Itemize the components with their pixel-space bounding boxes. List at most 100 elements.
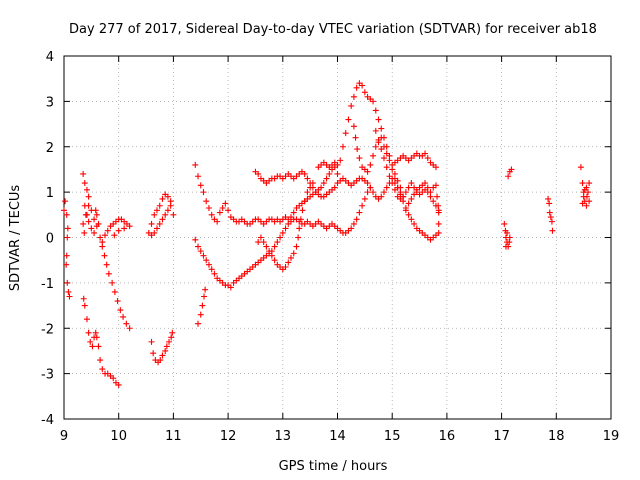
data-point — [309, 180, 316, 187]
data-point — [81, 180, 88, 187]
data-point — [168, 334, 175, 341]
data-point — [111, 232, 118, 239]
data-point — [111, 288, 118, 295]
data-point — [148, 220, 155, 227]
data-point — [195, 320, 202, 327]
data-point — [299, 207, 306, 214]
series-s15 — [334, 80, 404, 191]
data-point — [331, 184, 338, 191]
data-point — [546, 200, 553, 207]
chart-title: Day 277 of 2017, Sidereal Day-to-day VTE… — [69, 22, 597, 37]
data-point — [367, 184, 374, 191]
data-point — [579, 180, 586, 187]
data-point — [359, 202, 366, 209]
series-s16 — [350, 123, 439, 243]
data-point — [359, 82, 366, 89]
data-point — [257, 234, 264, 241]
data-point — [375, 116, 382, 123]
series-s5 — [80, 295, 122, 388]
data-point — [120, 313, 127, 320]
data-point — [405, 211, 412, 218]
data-point — [192, 161, 199, 168]
data-point — [548, 218, 555, 225]
data-point — [350, 93, 357, 100]
data-point — [101, 252, 108, 259]
y-tick-label: 2 — [46, 141, 54, 156]
data-point — [361, 195, 368, 202]
data-point — [342, 130, 349, 137]
data-point — [370, 98, 377, 105]
data-point — [367, 161, 374, 168]
data-point — [109, 279, 116, 286]
x-tick-label: 14 — [329, 429, 346, 444]
x-tick-label: 17 — [493, 429, 510, 444]
series-s11 — [195, 286, 209, 327]
data-point — [80, 220, 87, 227]
data-point — [307, 184, 314, 191]
data-point — [279, 229, 286, 236]
data-point — [435, 220, 442, 227]
y-tick-label: 0 — [46, 232, 54, 247]
series-s23 — [577, 164, 593, 209]
data-point — [271, 257, 278, 264]
data-point — [216, 209, 223, 216]
x-tick-label: 9 — [60, 429, 68, 444]
data-point — [80, 295, 87, 302]
x-tick-label: 13 — [275, 429, 292, 444]
data-point — [255, 239, 262, 246]
data-point — [64, 225, 71, 232]
data-point — [195, 243, 202, 250]
data-point — [285, 259, 292, 266]
series-s22 — [545, 195, 556, 234]
data-point — [163, 343, 170, 350]
series-s13 — [255, 180, 316, 273]
data-point — [92, 329, 99, 336]
data-point — [271, 243, 278, 250]
data-point — [506, 234, 513, 241]
data-point — [85, 218, 92, 225]
x-tick-label: 19 — [603, 429, 620, 444]
data-point — [211, 270, 218, 277]
data-point — [91, 216, 98, 223]
series-s1 — [61, 198, 73, 300]
data-point — [102, 232, 109, 239]
series-s8 — [148, 329, 176, 366]
data-point — [225, 207, 232, 214]
data-point — [162, 347, 169, 354]
data-point — [92, 207, 99, 214]
data-point — [157, 357, 164, 364]
data-point — [402, 207, 409, 214]
data-point — [378, 146, 385, 153]
series-s7 — [145, 191, 177, 239]
data-point — [266, 248, 273, 255]
data-point — [197, 182, 204, 189]
data-point — [350, 123, 357, 130]
x-tick-label: 10 — [110, 429, 127, 444]
data-point — [282, 225, 289, 232]
series-s4 — [80, 202, 102, 236]
data-point — [205, 205, 212, 212]
data-point — [586, 198, 593, 205]
series-s2 — [80, 170, 92, 200]
data-point — [166, 338, 173, 345]
data-point — [583, 202, 590, 209]
x-tick-label: 15 — [384, 429, 401, 444]
data-point — [380, 189, 387, 196]
data-point — [164, 193, 171, 200]
data-point — [288, 214, 295, 221]
data-point — [380, 155, 387, 162]
data-point — [408, 216, 415, 223]
data-point — [549, 227, 556, 234]
data-point — [386, 173, 393, 180]
data-point — [290, 250, 297, 257]
x-tick-label: 11 — [165, 429, 182, 444]
data-point — [296, 225, 303, 232]
data-point — [545, 195, 552, 202]
data-point — [208, 266, 215, 273]
data-point — [95, 220, 102, 227]
data-point — [277, 234, 284, 241]
data-point — [64, 279, 71, 286]
data-point — [583, 193, 590, 200]
y-tick-label: -1 — [41, 277, 54, 292]
